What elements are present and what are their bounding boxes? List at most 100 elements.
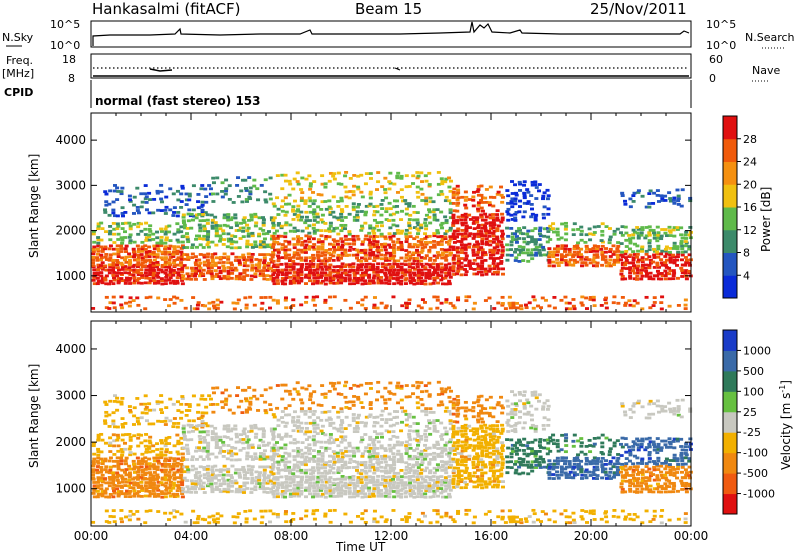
power-cell (111, 268, 116, 272)
power-cell (226, 216, 231, 219)
velocity-cell (331, 481, 336, 485)
velocity-cell (249, 455, 254, 459)
power-cell (182, 264, 187, 267)
power-cell (147, 235, 152, 239)
power-cell (352, 184, 357, 188)
velocity-cell (263, 409, 268, 412)
power-cell (119, 250, 124, 253)
power-cell (176, 256, 181, 260)
velocity-cell (139, 480, 144, 484)
power-cell (545, 253, 550, 257)
power-cell (299, 188, 304, 191)
velocity-cell (245, 481, 250, 485)
power-cell (283, 231, 288, 235)
velocity-cell (151, 478, 156, 482)
velocity-cell (388, 449, 393, 453)
power-cell (537, 251, 542, 255)
power-cell (419, 223, 424, 227)
power-cell (627, 261, 632, 265)
power-cell (266, 267, 271, 270)
power-cell (272, 282, 277, 286)
velocity-cell (152, 465, 157, 469)
power-cell (408, 268, 413, 272)
velocity-cell (372, 487, 377, 491)
velocity-cell (119, 448, 124, 451)
velocity-cell (144, 405, 149, 409)
power-cell (680, 269, 685, 272)
velocity-cell (368, 460, 373, 464)
velocity-cell (336, 466, 341, 469)
velocity-cell (263, 388, 268, 392)
power-cell (96, 252, 101, 256)
velocity-cell (307, 484, 312, 487)
power-cell (432, 234, 437, 238)
power-cell (419, 226, 424, 230)
velocity-cell (327, 416, 332, 420)
power-cell (180, 184, 185, 188)
power-cell (631, 233, 636, 237)
power-cell (115, 214, 120, 218)
velocity-cell (152, 456, 157, 460)
power-cell (315, 215, 320, 219)
power-cell (552, 295, 557, 299)
power-cell (172, 295, 177, 299)
velocity-cell (424, 489, 429, 492)
power-cell (156, 279, 161, 283)
power-cell (276, 256, 281, 260)
velocity-cell (194, 457, 199, 461)
velocity-cell (164, 416, 169, 420)
velocity-cell (227, 408, 232, 412)
power-cell (363, 182, 368, 186)
power-cell (541, 216, 546, 220)
power-cell (299, 196, 304, 200)
velocity-cell (352, 427, 357, 430)
power-cell (456, 298, 461, 302)
power-cell (245, 223, 250, 227)
power-cell (491, 259, 496, 263)
power-cell (185, 237, 190, 241)
power-cell (151, 273, 156, 277)
power-cell (571, 298, 576, 301)
velocity-cell (392, 486, 397, 490)
velocity-cell (412, 437, 417, 441)
power-cell (222, 213, 227, 217)
power-cell (197, 213, 202, 216)
power-cell (225, 245, 230, 249)
power-cell (631, 200, 636, 203)
velocity-cell (360, 452, 365, 456)
power-cell (115, 274, 120, 278)
velocity-cell (115, 433, 120, 437)
velocity-cell (380, 457, 385, 461)
power-cell (471, 251, 476, 254)
power-cell (91, 248, 96, 251)
velocity-cell (226, 470, 231, 474)
power-cell (128, 276, 133, 280)
power-cell (476, 264, 481, 268)
power-cell (316, 205, 321, 209)
velocity-cell (155, 442, 160, 446)
power-cell (480, 223, 485, 227)
power-cell (187, 208, 192, 212)
power-cell (280, 247, 285, 251)
power-cell (379, 234, 384, 238)
power-cell (396, 237, 401, 241)
power-cell (491, 272, 496, 276)
power-cell (640, 266, 645, 270)
power-cell (660, 274, 665, 278)
velocity-cell (343, 489, 348, 493)
velocity-cell (100, 492, 105, 496)
power-cell (607, 238, 612, 242)
velocity-cell (250, 479, 255, 483)
power-cell (651, 228, 656, 232)
power-cell (440, 221, 445, 225)
power-cell (530, 183, 535, 187)
velocity-cell (222, 482, 227, 486)
velocity-cell (245, 435, 250, 438)
velocity-cell (379, 432, 384, 436)
velocity-cell (319, 484, 324, 487)
velocity-cell (404, 418, 409, 422)
power-cell (600, 250, 605, 254)
velocity-cell (254, 432, 259, 436)
velocity-cell (246, 468, 251, 471)
velocity-cell (443, 489, 448, 493)
